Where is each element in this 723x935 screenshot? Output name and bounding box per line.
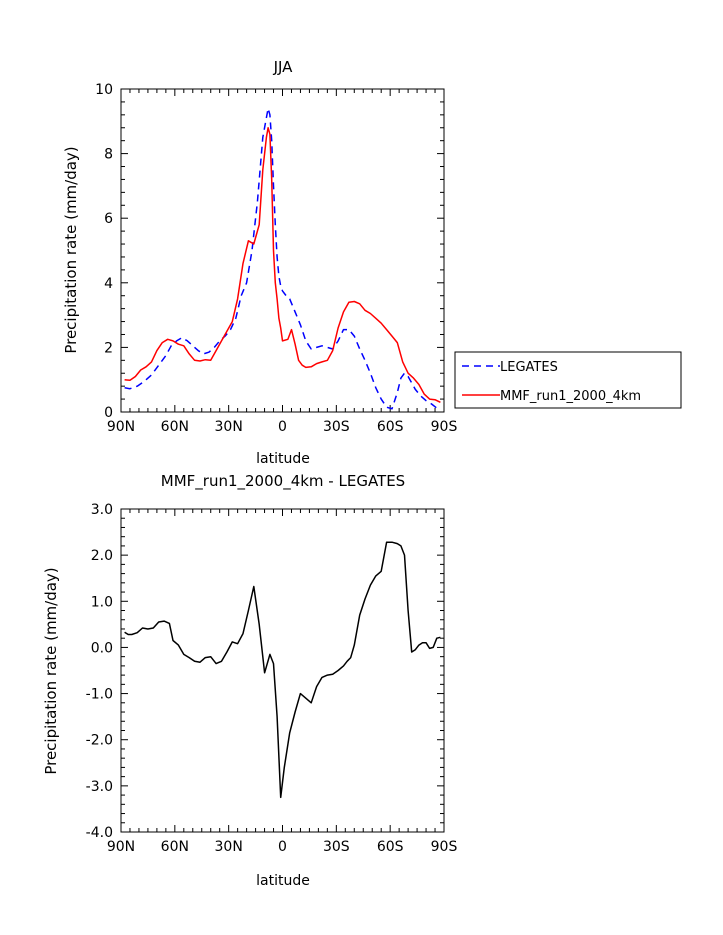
difference-x-tick-label: 90S [431, 839, 458, 855]
legend-label-legates: LEGATES [500, 360, 558, 375]
precip-y-tick-label: 8 [104, 147, 113, 163]
difference-y-tick-label: 2.0 [91, 548, 113, 564]
precip-x-axis-label: latitude [256, 451, 310, 467]
precip-y-tick-label: 4 [104, 276, 113, 292]
difference-y-tick-label: -2.0 [86, 733, 113, 749]
difference-y-tick-label: -4.0 [86, 825, 113, 841]
difference-x-tick-label: 30N [215, 839, 243, 855]
difference-chart-title: MMF_run1_2000_4km - LEGATES [161, 472, 405, 491]
difference-x-axis-label: latitude [256, 873, 310, 889]
difference-x-tick-label: 30S [323, 839, 350, 855]
precip-x-tick-label: 60S [377, 419, 404, 435]
difference-x-tick-label: 0 [278, 839, 287, 855]
precip-series-line-0 [124, 107, 441, 412]
difference-panel: MMF_run1_2000_4km - LEGATES 90N 60N 30N 0 30… [42, 472, 457, 889]
precip-series-line-1 [124, 127, 441, 403]
precip-y-tick-label: 6 [104, 211, 113, 227]
legend-box [454, 351, 682, 409]
precip-series [124, 107, 441, 412]
precip-y-axis-label: Precipitation rate (mm/day) [62, 146, 80, 353]
precip-axes: 90N 60N 30N 0 30S 60S 90S 0 2 4 6 8 10 [95, 82, 457, 435]
difference-x-tick-label: 60S [377, 839, 404, 855]
precip-plot-frame [120, 88, 445, 413]
precip-y-tick-label: 2 [104, 340, 113, 356]
difference-y-tick-label: 3.0 [91, 502, 113, 518]
difference-y-tick-label: -3.0 [86, 779, 113, 795]
precip-x-tick-label: 90N [107, 419, 135, 435]
difference-x-tick-label: 60N [161, 839, 189, 855]
difference-y-tick-label: -1.0 [86, 687, 113, 703]
difference-axes: 90N 60N 30N 0 30S 60S 90S -4.0 -3.0 -2.0 -1.0 0.0 1.… [86, 502, 458, 855]
difference-y-axis-label: Precipitation rate (mm/day) [42, 567, 60, 774]
legend-label-mmf: MMF_run1_2000_4km [500, 389, 641, 404]
difference-series-line-0 [124, 541, 441, 799]
legend: LEGATES MMF_run1_2000_4km [454, 351, 682, 409]
precip-x-tick-label: 0 [278, 419, 287, 435]
precip-x-tick-label: 60N [161, 419, 189, 435]
precip-x-tick-label: 30S [323, 419, 350, 435]
difference-y-tick-label: 1.0 [91, 594, 113, 610]
precip-x-tick-label: 30N [215, 419, 243, 435]
difference-series [124, 541, 441, 799]
precip-chart-title: JJA [273, 58, 294, 76]
difference-x-tick-label: 90N [107, 839, 135, 855]
difference-y-tick-label: 0.0 [91, 640, 113, 656]
precip-y-tick-label: 0 [104, 405, 113, 421]
precip-y-tick-label: 10 [95, 82, 113, 98]
precip-x-tick-label: 90S [431, 419, 458, 435]
